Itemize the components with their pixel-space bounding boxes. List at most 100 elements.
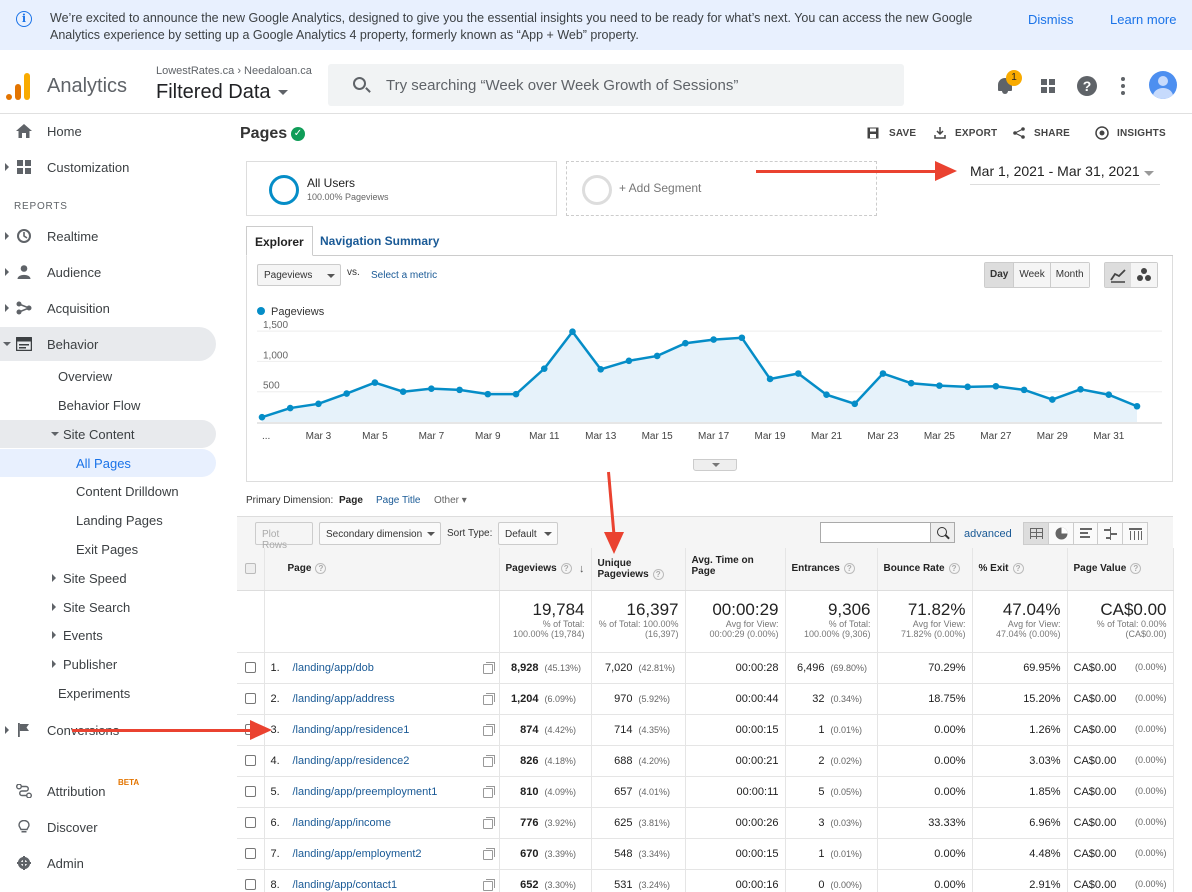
open-external-icon[interactable] xyxy=(482,785,495,798)
sidebar-item-behavior-flow[interactable]: Behavior Flow xyxy=(0,391,216,419)
data-point[interactable] xyxy=(738,334,746,342)
primary-dimension-other[interactable]: Other ▾ xyxy=(434,495,467,506)
sidebar-item-attribution[interactable]: Attribution BETA xyxy=(0,774,216,808)
primary-dimension-page-title[interactable]: Page Title xyxy=(376,495,421,506)
avatar[interactable] xyxy=(1149,71,1177,99)
data-point[interactable] xyxy=(710,336,717,343)
row-page-link[interactable]: /landing/app/employment2 xyxy=(292,847,422,860)
add-segment-button[interactable]: + Add Segment xyxy=(566,161,877,216)
column-header-pageviews[interactable]: Pageviews? ↓ xyxy=(499,548,592,591)
sidebar-item-admin[interactable]: Admin xyxy=(0,846,216,880)
column-header-avg-time[interactable]: Avg. Time on Page xyxy=(685,548,786,591)
sidebar-item-site-content[interactable]: Site Content xyxy=(0,420,216,448)
open-external-icon[interactable] xyxy=(482,816,495,829)
view-selector[interactable]: Filtered Data xyxy=(156,81,271,103)
pie-view-icon[interactable] xyxy=(1049,523,1074,544)
metric-dropdown[interactable]: Pageviews xyxy=(257,264,341,286)
row-checkbox[interactable] xyxy=(244,662,256,674)
column-header-entrances[interactable]: Entrances? xyxy=(785,548,878,591)
row-checkbox[interactable] xyxy=(244,879,256,891)
more-vert-icon[interactable] xyxy=(1121,77,1125,95)
learn-more-link[interactable]: Learn more xyxy=(1110,12,1177,27)
comparison-view-icon[interactable] xyxy=(1098,523,1123,544)
data-point[interactable] xyxy=(569,328,576,335)
data-point[interactable] xyxy=(1049,396,1056,403)
table-search-input[interactable] xyxy=(820,522,931,543)
sidebar-item-exit-pages[interactable]: Exit Pages xyxy=(0,535,216,563)
help-icon[interactable]: ? xyxy=(652,568,664,580)
row-checkbox[interactable] xyxy=(244,755,256,767)
search-icon[interactable] xyxy=(930,522,955,543)
help-icon[interactable]: ? xyxy=(1077,76,1097,96)
sidebar-item-discover[interactable]: Discover xyxy=(0,810,216,844)
sidebar-item-behavior[interactable]: Behavior xyxy=(0,327,216,361)
data-point[interactable] xyxy=(1020,386,1028,394)
column-header-exit[interactable]: % Exit? xyxy=(972,548,1068,591)
period-week-button[interactable]: Week xyxy=(1014,263,1051,287)
data-point[interactable] xyxy=(540,365,548,372)
data-point[interactable] xyxy=(851,400,859,408)
data-point[interactable] xyxy=(428,385,435,392)
secondary-dimension-dropdown[interactable]: Secondary dimension xyxy=(319,522,441,545)
pivot-view-icon[interactable] xyxy=(1123,523,1147,544)
export-button[interactable]: EXPORT xyxy=(934,127,997,139)
data-point[interactable] xyxy=(456,386,463,394)
row-checkbox[interactable] xyxy=(244,848,256,860)
sidebar-item-events[interactable]: Events xyxy=(0,621,216,649)
help-icon[interactable]: ? xyxy=(1012,563,1024,575)
data-point[interactable] xyxy=(625,357,633,365)
primary-dimension-page[interactable]: Page xyxy=(339,495,363,506)
tab-explorer[interactable]: Explorer xyxy=(246,226,313,256)
column-header-unique-pageviews[interactable]: Unique Pageviews? xyxy=(591,548,686,591)
data-point[interactable] xyxy=(399,388,407,395)
help-icon[interactable]: ? xyxy=(948,563,960,575)
data-point[interactable] xyxy=(823,391,830,399)
save-button[interactable]: SAVE xyxy=(867,127,916,139)
data-point[interactable] xyxy=(484,390,492,398)
help-icon[interactable]: ? xyxy=(843,563,855,575)
data-point[interactable] xyxy=(992,382,1000,390)
row-checkbox[interactable] xyxy=(244,693,256,705)
data-point[interactable] xyxy=(907,379,915,387)
table-view-icon[interactable] xyxy=(1024,523,1049,544)
analytics-logo-icon[interactable] xyxy=(6,72,32,100)
help-icon[interactable]: ? xyxy=(315,563,327,575)
data-point[interactable] xyxy=(653,352,661,360)
data-point[interactable] xyxy=(597,365,605,373)
sidebar-item-overview[interactable]: Overview xyxy=(0,362,216,390)
row-page-link[interactable]: /landing/app/address xyxy=(292,692,395,705)
sidebar-item-site-speed[interactable]: Site Speed xyxy=(0,564,216,592)
caret-down-icon[interactable] xyxy=(278,90,288,95)
data-point[interactable] xyxy=(1077,385,1084,393)
row-page-link[interactable]: /landing/app/preemployment1 xyxy=(292,785,438,798)
data-point[interactable] xyxy=(936,382,943,389)
open-external-icon[interactable] xyxy=(482,847,495,860)
sidebar-item-all-pages[interactable]: All Pages xyxy=(0,449,216,477)
open-external-icon[interactable] xyxy=(482,661,495,674)
help-icon[interactable]: ? xyxy=(1130,563,1142,575)
sort-type-dropdown[interactable]: Default xyxy=(498,522,558,545)
sidebar-item-home[interactable]: Home xyxy=(0,114,216,148)
select-metric-link[interactable]: Select a metric xyxy=(371,270,438,281)
data-point[interactable] xyxy=(766,375,774,383)
motion-chart-icon[interactable] xyxy=(1131,263,1157,287)
date-range-picker[interactable]: Mar 1, 2021 - Mar 31, 2021 xyxy=(970,163,1160,185)
sidebar-item-content-drilldown[interactable]: Content Drilldown xyxy=(0,477,216,505)
open-external-icon[interactable] xyxy=(482,692,495,705)
app-name[interactable]: Analytics xyxy=(47,75,128,97)
data-point[interactable] xyxy=(315,400,322,408)
open-external-icon[interactable] xyxy=(482,723,495,736)
data-point[interactable] xyxy=(879,370,887,377)
row-page-link[interactable]: /landing/app/residence1 xyxy=(292,723,410,736)
data-point[interactable] xyxy=(794,370,802,377)
bar-view-icon[interactable] xyxy=(1074,523,1098,544)
sidebar-item-customization[interactable]: Customization xyxy=(0,150,216,184)
row-page-link[interactable]: /landing/app/income xyxy=(292,816,391,829)
row-page-link[interactable]: /landing/app/dob xyxy=(292,661,374,674)
insights-button[interactable]: INSIGHTS xyxy=(1095,126,1166,140)
apps-grid-icon[interactable] xyxy=(1041,79,1055,93)
data-point[interactable] xyxy=(258,413,266,421)
search-input[interactable] xyxy=(386,72,886,98)
sidebar-item-landing-pages[interactable]: Landing Pages xyxy=(0,506,216,534)
sidebar-item-acquisition[interactable]: Acquisition xyxy=(0,291,216,325)
